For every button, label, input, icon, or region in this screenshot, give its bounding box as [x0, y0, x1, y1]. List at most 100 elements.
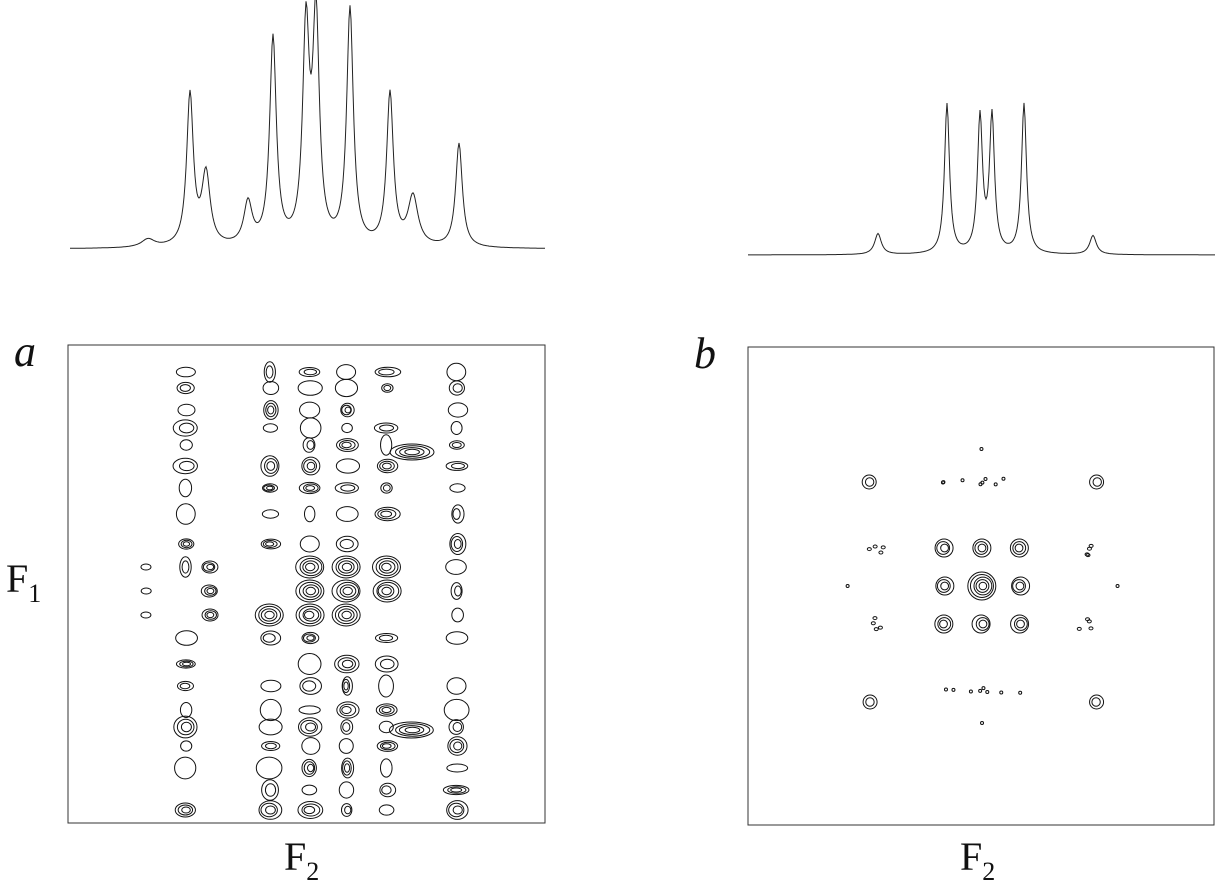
- label-main: F: [284, 834, 306, 879]
- panel-letter: a: [14, 327, 36, 376]
- contour: [258, 605, 282, 625]
- contour: [341, 562, 353, 572]
- contour: [338, 781, 355, 799]
- contour: [1076, 626, 1082, 631]
- contour: [179, 556, 192, 578]
- contour: [306, 635, 315, 641]
- contour: [452, 383, 463, 393]
- contour: [340, 484, 356, 492]
- contour: [381, 586, 392, 596]
- contour: [335, 557, 359, 577]
- contour: [951, 687, 956, 692]
- contour: [255, 756, 283, 780]
- contour: [299, 417, 322, 439]
- contour: [974, 541, 989, 555]
- contour: [378, 674, 394, 698]
- contour: [378, 804, 395, 816]
- contour: [298, 481, 321, 495]
- contour: [378, 705, 395, 715]
- contour: [303, 459, 317, 473]
- contour: [1014, 543, 1024, 553]
- contour: [936, 579, 951, 593]
- label-sub: 1: [28, 579, 41, 608]
- x-axis-label: F2: [960, 834, 995, 886]
- contour: [980, 721, 985, 725]
- contour: [265, 365, 274, 379]
- contour: [175, 366, 196, 378]
- contour: [297, 717, 323, 737]
- contour: [376, 740, 399, 752]
- contour: [389, 443, 435, 461]
- contour: [260, 630, 282, 646]
- contour: [301, 758, 317, 778]
- contour: [1009, 538, 1029, 558]
- contour: [299, 557, 323, 577]
- contour: [339, 703, 357, 717]
- contour: [381, 383, 394, 393]
- contour: [265, 805, 276, 815]
- contour: [181, 806, 191, 814]
- contour: [442, 784, 470, 796]
- contour: [298, 605, 322, 625]
- contour: [454, 585, 462, 597]
- contour: [1092, 477, 1102, 487]
- contour: [331, 555, 361, 579]
- contour: [378, 560, 396, 574]
- contour: [265, 541, 275, 547]
- label-sub: 2: [982, 857, 995, 886]
- contour: [179, 439, 193, 451]
- contour: [334, 482, 359, 494]
- contour: [443, 698, 470, 722]
- contour: [1091, 697, 1101, 707]
- contour: [176, 718, 195, 736]
- contour: [941, 480, 946, 485]
- contour: [993, 482, 998, 487]
- contour: [259, 698, 282, 722]
- contour: [179, 660, 194, 668]
- contour: [343, 681, 349, 691]
- contour: [303, 368, 318, 376]
- contour: [379, 758, 393, 778]
- contour: [972, 538, 992, 558]
- contour: [298, 581, 322, 601]
- contour: [450, 536, 464, 552]
- contour: [302, 608, 320, 622]
- contour: [336, 701, 360, 719]
- contour: [302, 633, 316, 643]
- contour: [451, 504, 465, 524]
- contour: [339, 538, 354, 550]
- contour: [1012, 541, 1027, 555]
- contour: [175, 503, 196, 525]
- contour: [450, 582, 463, 600]
- contour: [297, 653, 322, 675]
- contour: [299, 677, 322, 695]
- contour: [878, 550, 884, 555]
- contour: [376, 581, 400, 601]
- contour: [305, 586, 316, 596]
- contour: [340, 719, 354, 735]
- contour: [873, 627, 879, 632]
- contour: [261, 509, 280, 519]
- contour: [174, 802, 196, 818]
- contour: [266, 461, 276, 471]
- contour: [1115, 584, 1120, 588]
- contour: [306, 763, 315, 773]
- contour: [371, 555, 401, 579]
- contour: [298, 705, 321, 715]
- label-sub: 2: [306, 857, 319, 886]
- contour: [880, 545, 886, 550]
- contour: [264, 610, 275, 620]
- contour: [180, 539, 193, 549]
- contour: [870, 621, 876, 626]
- contour: [845, 584, 850, 588]
- contour: [306, 461, 316, 471]
- contour: [172, 457, 198, 475]
- contour: [204, 586, 217, 596]
- contour: [379, 782, 397, 798]
- contour: [178, 422, 195, 434]
- contour: [453, 539, 462, 549]
- contour: [448, 380, 465, 396]
- contour: [262, 381, 280, 395]
- contour: [178, 538, 195, 550]
